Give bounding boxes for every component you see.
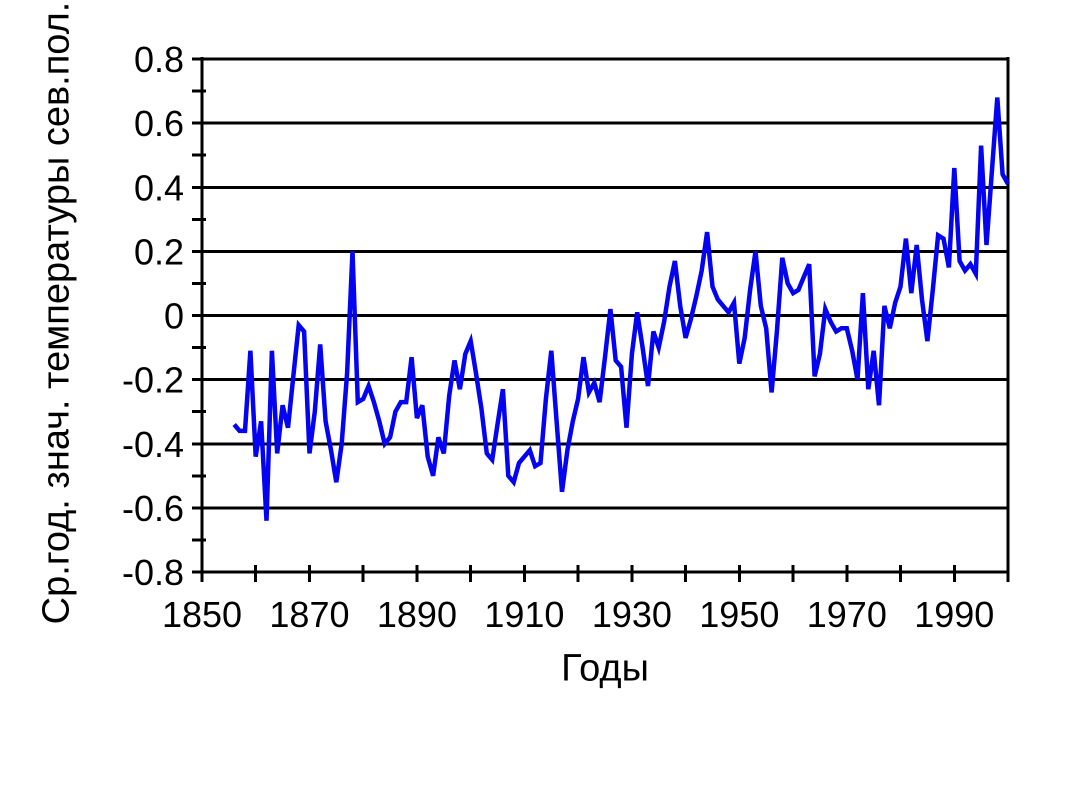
y-axis-title: Ср.год. знач. температуры сев.пол.: [35, 1, 78, 625]
x-tick-label: 1970: [807, 594, 887, 635]
x-tick-label: 1910: [484, 594, 564, 635]
x-tick-label: 1890: [377, 594, 457, 635]
x-axis-title: Годы: [561, 647, 649, 690]
x-tick-label: 1950: [699, 594, 779, 635]
y-tick-label: -0.2: [122, 360, 184, 401]
y-tick-label: 0.2: [134, 231, 184, 272]
x-tick-label: 1930: [592, 594, 672, 635]
y-tick-label: -0.6: [122, 488, 184, 529]
x-tick-label: 1850: [162, 594, 242, 635]
y-tick-label: 0.4: [134, 167, 184, 208]
x-tick-label: 1870: [269, 594, 349, 635]
y-tick-label: -0.8: [122, 552, 184, 593]
x-tick-label: 1990: [914, 594, 994, 635]
y-tick-label: 0.8: [134, 39, 184, 80]
y-tick-label: 0.6: [134, 103, 184, 144]
y-tick-label: 0: [164, 296, 184, 337]
y-tick-label: -0.4: [122, 424, 184, 465]
temperature-series-line: [232, 97, 1010, 521]
